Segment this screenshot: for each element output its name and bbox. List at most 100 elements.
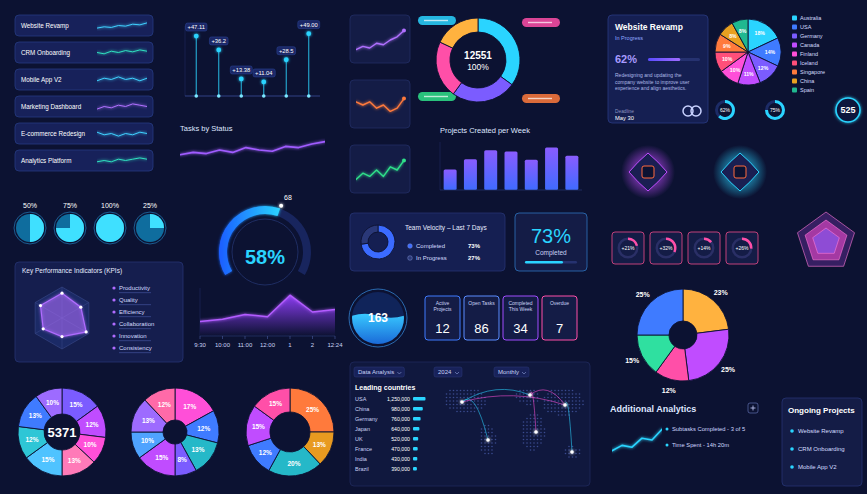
slice-label: 13%: [142, 417, 155, 424]
tick-label: 10:00: [215, 342, 231, 348]
map-dot: [530, 425, 532, 427]
map-dot: [537, 393, 539, 395]
pie: [246, 388, 334, 476]
stat-value: 7: [556, 321, 563, 336]
tick-label: 1: [288, 342, 292, 348]
map-dot: [558, 393, 560, 395]
map-dot: [544, 435, 546, 437]
map-dot: [484, 453, 486, 455]
map-dot: [530, 435, 532, 437]
map-dot: [572, 400, 574, 402]
map-dot: [488, 428, 490, 430]
chart-title: Additional Analytics: [610, 404, 696, 414]
end-dot: [402, 158, 406, 162]
stat-value: 73%: [531, 225, 571, 247]
map-dot: [579, 393, 581, 395]
value-label: 100%: [101, 202, 119, 209]
slice: [436, 42, 462, 94]
map-dot: [568, 453, 570, 455]
radar-point: [60, 292, 63, 295]
legend-value: 27%: [468, 255, 481, 261]
pill-line: [528, 22, 552, 23]
tick: [335, 336, 336, 339]
map-dot: [460, 393, 462, 395]
gauge-annotation: 68: [284, 194, 292, 201]
stat-box: [425, 296, 460, 340]
map-dot: [554, 404, 556, 406]
pie: [361, 225, 395, 259]
map-dot: [474, 393, 476, 395]
country-bar: [413, 427, 419, 431]
ring-value: [718, 100, 735, 120]
text-line: Open Tasks: [468, 300, 495, 306]
map-dot: [526, 439, 528, 441]
stat-label: CompletedThis Week: [508, 300, 532, 312]
pill: [522, 94, 560, 103]
progress-wedge: [56, 214, 84, 242]
map-dot: [463, 397, 465, 399]
bullet: [790, 447, 794, 451]
gauge-track: [219, 206, 311, 275]
header-box: [354, 367, 404, 377]
stem: [241, 79, 242, 96]
label-pill: [186, 23, 207, 31]
map-dot: [544, 400, 546, 402]
value-label: +13.38: [232, 67, 250, 73]
map-dot: [575, 393, 577, 395]
map-dot: [575, 407, 577, 409]
chevron: [455, 372, 459, 374]
legend-swatch: [792, 61, 797, 66]
line: [97, 104, 147, 109]
center-subtitle: 100%: [467, 62, 489, 72]
annotation: Time Spent - 14h 20m: [672, 442, 729, 448]
pentagon: [813, 228, 840, 253]
map-dot: [554, 407, 556, 409]
slice-label: 11%: [744, 71, 754, 77]
badge-glow: [621, 145, 675, 199]
plot-area: [97, 104, 147, 109]
panel: [15, 15, 153, 36]
map-dot: [533, 435, 535, 437]
plot-area: [612, 429, 662, 451]
country-value: 1,250,000: [387, 396, 410, 402]
map-dot: [453, 393, 455, 395]
deadline-date: May 30: [615, 115, 634, 121]
end-dot: [402, 97, 406, 101]
plus-icon: [751, 406, 756, 411]
map-dot: [544, 407, 546, 409]
map-dot: [530, 432, 532, 434]
map-dot: [530, 446, 532, 448]
progress-track: [96, 214, 124, 242]
bar: [464, 159, 477, 190]
panel: [15, 69, 153, 90]
map-dot: [467, 390, 469, 392]
legend-dot: [408, 244, 413, 249]
plot-area: [413, 397, 426, 471]
legend-label: Iceland: [800, 60, 818, 66]
map-dot: [491, 449, 493, 451]
slice-label: 15%: [70, 401, 83, 408]
map-dot: [533, 425, 535, 427]
map-dot: [474, 390, 476, 392]
country-label: USA: [355, 396, 367, 402]
tick: [222, 336, 223, 339]
map-dot: [533, 421, 535, 423]
line: [612, 429, 662, 451]
base-dot: [284, 94, 288, 98]
country-value: 390,000: [391, 466, 410, 472]
gauge-end: [279, 204, 283, 208]
stat-ring: [836, 98, 860, 122]
legend-swatch: [792, 70, 797, 75]
value-label: +36.2: [211, 38, 226, 44]
map-dot: [449, 407, 451, 409]
map-dot: [467, 404, 469, 406]
map-arc: [565, 402, 572, 452]
map-hub: [460, 400, 464, 404]
map-dot: [460, 397, 462, 399]
map-dot: [460, 390, 462, 392]
stat-box: [503, 296, 538, 340]
stat-label: Open Tasks: [468, 300, 495, 306]
slice-label: 12%: [86, 421, 99, 428]
map-dot: [533, 428, 535, 430]
progress-bar: [648, 58, 680, 61]
